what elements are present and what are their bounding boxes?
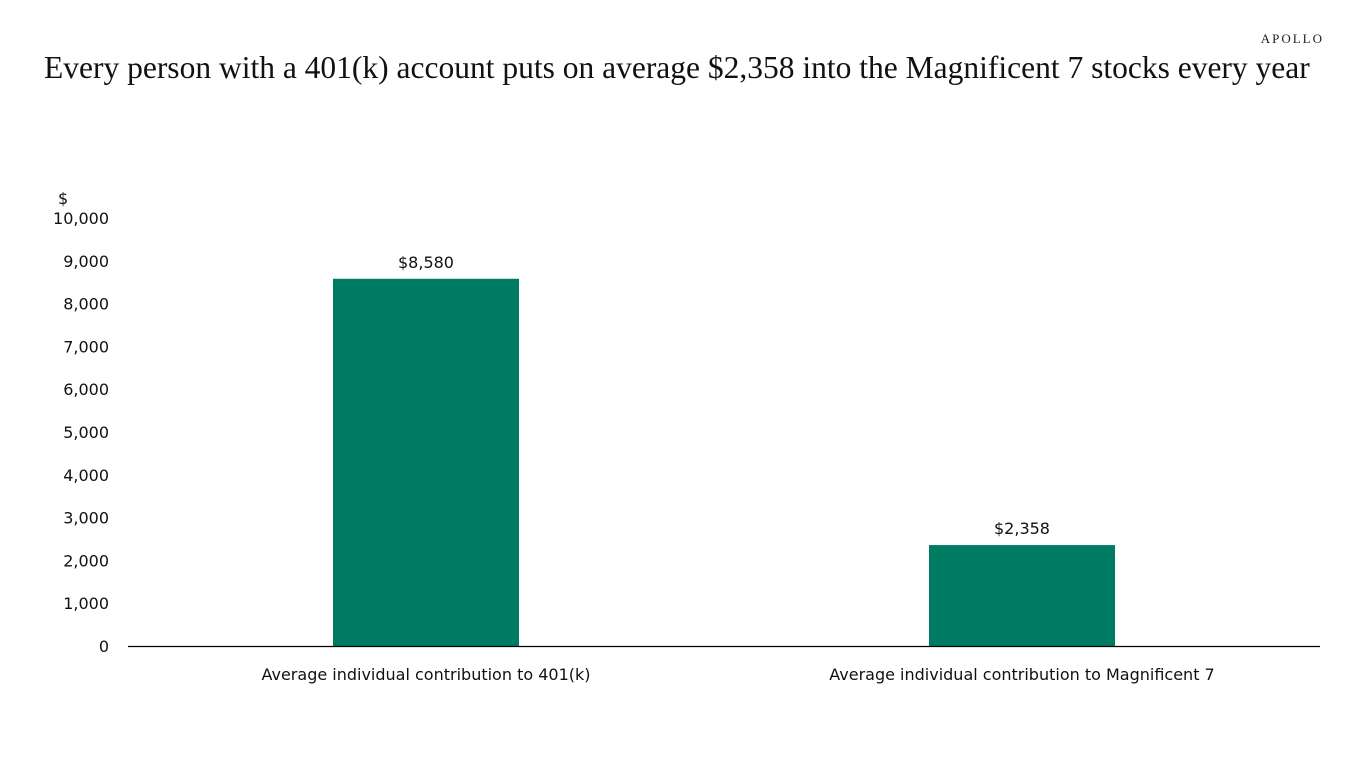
data-label: $2,358 [994,519,1050,538]
chart-title: Every person with a 401(k) account puts … [44,50,1310,85]
y-tick-label: 3,000 [63,509,109,528]
bars: $8,580 Average individual contribution to… [261,253,1214,684]
y-axis-ticks: 0 1,000 2,000 3,000 4,000 5,000 6,000 7,000 8,00… [53,209,109,656]
y-tick-label: 4,000 [63,466,109,485]
y-tick-label: 0 [99,637,109,656]
y-tick-label: 10,000 [53,209,109,228]
y-tick-label: 9,000 [63,252,109,271]
y-axis-label: $ [58,189,68,208]
data-label: $8,580 [398,253,454,272]
y-tick-label: 2,000 [63,551,109,570]
x-tick-label: Average individual contribution to Magni… [829,665,1214,684]
y-tick-label: 6,000 [63,380,109,399]
y-tick-label: 8,000 [63,295,109,314]
x-tick-label: Average individual contribution to 401(k… [261,665,590,684]
y-tick-label: 1,000 [63,594,109,613]
y-tick-label: 7,000 [63,337,109,356]
y-tick-label: 5,000 [63,423,109,442]
apollo-logo: APOLLO [1260,31,1324,46]
bar [333,278,519,646]
bar [929,545,1115,646]
